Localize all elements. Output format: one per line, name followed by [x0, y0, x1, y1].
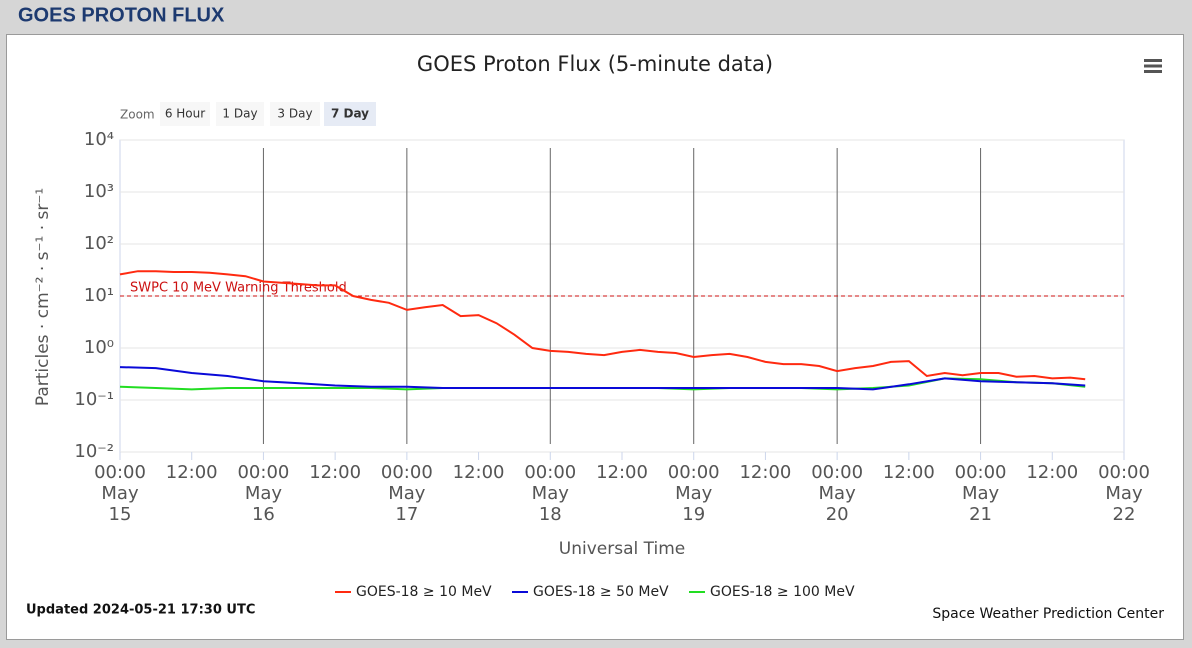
- x-tick-label: 12:00: [596, 462, 648, 483]
- series-line: [119, 270, 1086, 381]
- page-title: GOES PROTON FLUX: [18, 4, 225, 26]
- x-tick-label: May: [101, 483, 139, 504]
- zoom-button-bg: [216, 102, 264, 126]
- y-tick-label: 10⁻¹: [74, 389, 114, 410]
- x-tick-label: May: [1105, 483, 1143, 504]
- y-axis-title: Particles · cm⁻² · s⁻¹ · sr⁻¹: [33, 188, 53, 406]
- legend-item[interactable]: GOES-18 ≥ 100 MeV: [689, 584, 855, 600]
- x-tick-label: 00:00: [811, 462, 863, 483]
- x-tick-label: 12:00: [166, 462, 218, 483]
- x-tick-label: 00:00: [524, 462, 576, 483]
- zoom-button-label: 7 Day: [331, 107, 369, 121]
- zoom-button-label: 1 Day: [222, 107, 257, 121]
- legend-label: GOES-18 ≥ 100 MeV: [710, 584, 855, 600]
- x-tick-label: 12:00: [309, 462, 361, 483]
- x-tick-label: 00:00: [237, 462, 289, 483]
- x-tick-label: 00:00: [381, 462, 433, 483]
- y-tick-label: 10⁴: [84, 129, 114, 150]
- x-tick-label: 00:00: [94, 462, 146, 483]
- x-tick-label: 21: [969, 504, 992, 525]
- chart-panel: [6, 34, 1184, 640]
- zoom-button[interactable]: 7 Day: [324, 102, 376, 126]
- legend-label: GOES-18 ≥ 10 MeV: [356, 584, 492, 600]
- zoom-button-label: 3 Day: [277, 107, 312, 121]
- zoom-label: Zoom: [120, 108, 155, 122]
- x-tick-label: 12:00: [1026, 462, 1078, 483]
- x-tick-label: May: [532, 483, 570, 504]
- zoom-button[interactable]: 6 Hour: [160, 102, 210, 126]
- y-tick-label: 10¹: [84, 285, 114, 306]
- menu-bar: [1144, 70, 1162, 73]
- x-tick-label: 12:00: [739, 462, 791, 483]
- x-tick-label: 00:00: [955, 462, 1007, 483]
- updated-note: Updated 2024-05-21 17:30 UTC: [26, 603, 255, 618]
- x-tick-label: 12:00: [453, 462, 505, 483]
- x-tick-label: 16: [252, 504, 275, 525]
- zoom-button-bg: [324, 102, 376, 126]
- legend-item[interactable]: GOES-18 ≥ 50 MeV: [512, 584, 669, 600]
- x-tick-label: 22: [1113, 504, 1136, 525]
- series-line: [119, 366, 1086, 391]
- zoom-button-bg: [270, 102, 320, 126]
- menu-button[interactable]: [1144, 59, 1162, 73]
- x-tick-label: 12:00: [883, 462, 935, 483]
- x-tick-label: May: [245, 483, 283, 504]
- menu-bar: [1144, 64, 1162, 68]
- threshold-label: SWPC 10 MeV Warning Threshold: [130, 281, 347, 296]
- zoom-button[interactable]: 3 Day: [270, 102, 320, 126]
- menu-bar: [1144, 59, 1162, 62]
- x-tick-label: 18: [539, 504, 562, 525]
- x-tick-label: May: [819, 483, 857, 504]
- x-tick-label: May: [388, 483, 426, 504]
- y-tick-label: 10⁰: [84, 337, 114, 358]
- zoom-button[interactable]: 1 Day: [216, 102, 264, 126]
- x-tick-label: May: [962, 483, 1000, 504]
- y-tick-label: 10⁻²: [74, 441, 114, 462]
- x-tick-label: 19: [682, 504, 705, 525]
- x-tick-label: 00:00: [668, 462, 720, 483]
- x-tick-label: May: [675, 483, 713, 504]
- y-tick-label: 10²: [84, 233, 114, 254]
- zoom-button-bg: [160, 102, 210, 126]
- legend-item[interactable]: GOES-18 ≥ 10 MeV: [335, 584, 492, 600]
- x-tick-label: 15: [109, 504, 132, 525]
- x-axis-title: Universal Time: [559, 539, 685, 559]
- y-tick-label: 10³: [84, 181, 114, 202]
- x-tick-label: 20: [826, 504, 849, 525]
- legend-label: GOES-18 ≥ 50 MeV: [533, 584, 669, 600]
- zoom-button-label: 6 Hour: [165, 107, 205, 121]
- credits: Space Weather Prediction Center: [932, 606, 1164, 622]
- chart-title: GOES Proton Flux (5-minute data): [417, 52, 773, 76]
- x-tick-label: 00:00: [1098, 462, 1150, 483]
- x-tick-label: 17: [395, 504, 418, 525]
